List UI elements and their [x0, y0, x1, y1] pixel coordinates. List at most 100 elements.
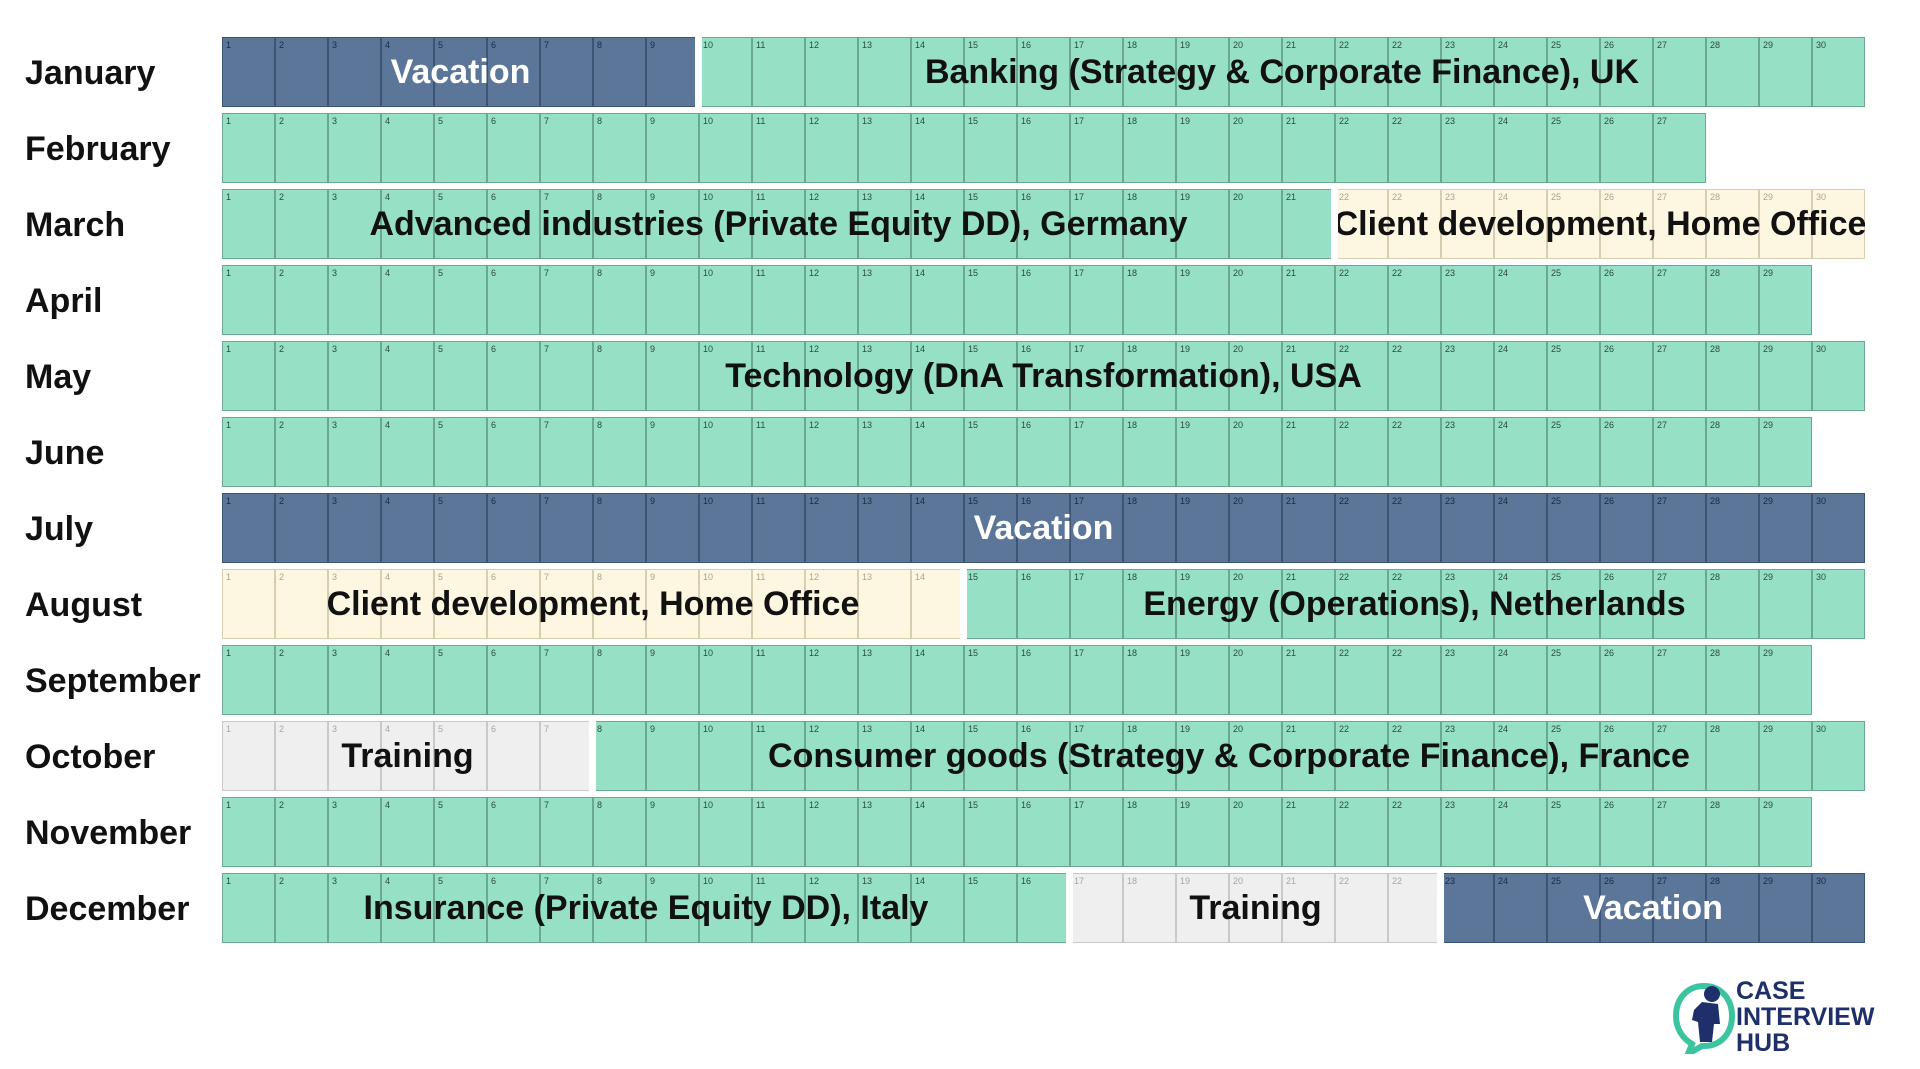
day-cell: 4 — [381, 189, 434, 259]
day-cell: 13 — [858, 417, 911, 487]
day-cell: 3 — [328, 797, 381, 867]
person-chat-icon — [1672, 982, 1736, 1054]
day-cell: 12 — [805, 569, 858, 639]
day-number: 21 — [1286, 724, 1297, 734]
day-cell: 20 — [1229, 493, 1282, 563]
day-number: 2 — [279, 192, 285, 202]
day-cell: 6 — [487, 189, 540, 259]
day-number: 26 — [1604, 572, 1615, 582]
day-number: 29 — [1763, 192, 1774, 202]
day-number: 5 — [438, 876, 444, 886]
day-cell: 2 — [275, 721, 328, 791]
day-cell: 22 — [1388, 417, 1441, 487]
day-cell: 30 — [1812, 493, 1865, 563]
day-number: 15 — [968, 116, 979, 126]
day-number: 20 — [1233, 572, 1244, 582]
day-number: 6 — [491, 420, 497, 430]
day-cell: 16 — [1017, 873, 1070, 943]
day-number: 5 — [438, 800, 444, 810]
day-number: 25 — [1551, 192, 1562, 202]
day-cell: 14 — [911, 493, 964, 563]
day-cell: 13 — [858, 721, 911, 791]
day-number: 27 — [1657, 800, 1668, 810]
day-number: 25 — [1551, 496, 1562, 506]
day-cell: 13 — [858, 265, 911, 335]
day-cell: 17 — [1070, 569, 1123, 639]
day-cell: 2 — [275, 797, 328, 867]
day-cell: 11 — [752, 645, 805, 715]
day-number: 27 — [1657, 876, 1668, 886]
day-number: 23 — [1445, 268, 1456, 278]
day-number: 19 — [1180, 800, 1191, 810]
day-cell: 9 — [646, 721, 699, 791]
day-number: 27 — [1657, 192, 1668, 202]
day-number: 10 — [703, 192, 714, 202]
day-number: 25 — [1551, 268, 1562, 278]
day-cell: 3 — [328, 493, 381, 563]
day-number: 29 — [1763, 648, 1774, 658]
day-cell: 3 — [328, 189, 381, 259]
day-number: 19 — [1180, 420, 1191, 430]
december-vacation-block-3: 23 24 25 26 27 28 29 30 Vacation — [1441, 873, 1865, 943]
day-number: 9 — [650, 116, 656, 126]
day-number: 2 — [279, 876, 285, 886]
day-number: 22 — [1339, 116, 1350, 126]
day-number: 3 — [332, 876, 338, 886]
day-cell: 22 — [1335, 417, 1388, 487]
day-number: 19 — [1180, 724, 1191, 734]
day-cell: 22 — [1335, 721, 1388, 791]
day-cell: 2 — [275, 37, 328, 107]
day-cell: 1 — [222, 645, 275, 715]
day-cell: 9 — [646, 493, 699, 563]
day-number: 4 — [385, 876, 391, 886]
day-number: 30 — [1816, 876, 1827, 886]
segment-divider — [1437, 873, 1444, 943]
day-cell: 13 — [858, 37, 911, 107]
day-number: 10 — [703, 40, 714, 50]
day-cell: 25 — [1547, 113, 1600, 183]
day-number: 9 — [650, 420, 656, 430]
day-cell: 26 — [1600, 721, 1653, 791]
day-cell: 22 — [1335, 113, 1388, 183]
day-cell: 20 — [1229, 721, 1282, 791]
day-cell: 18 — [1123, 189, 1176, 259]
day-cell: 18 — [1123, 37, 1176, 107]
day-cell: 19 — [1176, 797, 1229, 867]
day-number: 18 — [1127, 268, 1138, 278]
day-cell: 10 — [699, 873, 752, 943]
day-cell: 7 — [540, 873, 593, 943]
day-number: 17 — [1074, 268, 1085, 278]
day-cell: 24 — [1494, 265, 1547, 335]
day-number: 9 — [650, 192, 656, 202]
day-number: 6 — [491, 724, 497, 734]
day-number: 20 — [1233, 876, 1244, 886]
day-cell: 11 — [752, 113, 805, 183]
day-number: 16 — [1021, 724, 1032, 734]
day-number: 10 — [703, 268, 714, 278]
day-number: 1 — [226, 724, 232, 734]
day-number: 11 — [756, 344, 766, 354]
day-cell: 18 — [1123, 113, 1176, 183]
day-cell: 16 — [1017, 265, 1070, 335]
day-cell: 23 — [1441, 37, 1494, 107]
day-number: 1 — [226, 40, 232, 50]
day-number: 3 — [332, 724, 338, 734]
day-cell: 24 — [1494, 873, 1547, 943]
day-number: 10 — [703, 876, 714, 886]
day-number: 22 — [1392, 648, 1403, 658]
day-number: 17 — [1074, 192, 1085, 202]
day-cell: 9 — [646, 265, 699, 335]
day-number: 30 — [1816, 572, 1827, 582]
day-cell: 18 — [1123, 341, 1176, 411]
day-number: 24 — [1498, 572, 1509, 582]
day-cell: 19 — [1176, 417, 1229, 487]
day-number: 8 — [597, 40, 603, 50]
day-number: 1 — [226, 648, 232, 658]
day-cell: 13 — [858, 189, 911, 259]
day-number: 11 — [756, 724, 766, 734]
day-cell: 6 — [487, 645, 540, 715]
day-cell: 18 — [1123, 645, 1176, 715]
day-number: 22 — [1339, 40, 1350, 50]
day-cell: 12 — [805, 493, 858, 563]
day-number: 12 — [809, 724, 820, 734]
